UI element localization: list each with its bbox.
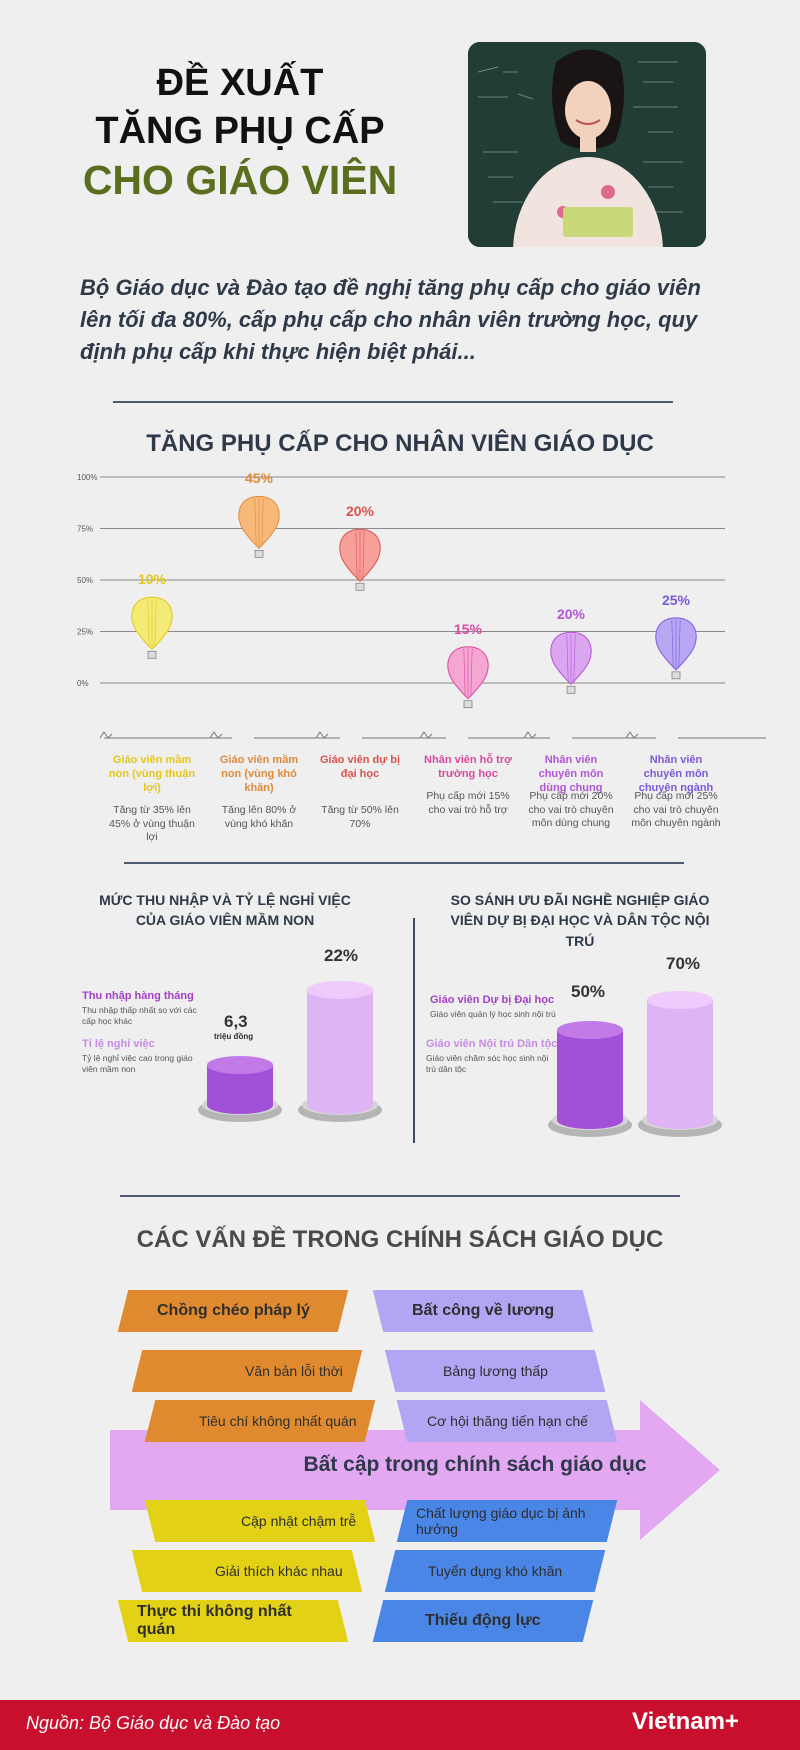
ethnic-cylinder	[647, 1000, 713, 1120]
balloon-percent: 20%	[345, 503, 375, 520]
balloon-percent: 25%	[661, 591, 691, 608]
balloon	[655, 617, 697, 680]
issue-bar: Giải thích khác nhau	[131, 1550, 363, 1592]
left-cylinder-chart	[198, 981, 382, 1122]
source-text: Nguồn: Bộ Giáo dục và Đào tạo	[26, 1713, 281, 1733]
category-label: Giáo viên mầm non (vùng thuận lợi)	[108, 754, 196, 794]
issue-bar: Chồng chéo pháp lý	[117, 1290, 349, 1332]
grass-decoration	[99, 731, 639, 739]
title-line-1: ĐỀ XUẤT	[156, 62, 324, 104]
footer-bar	[0, 1700, 800, 1750]
issue-label: Cơ hội thăng tiến hạn chế	[426, 1413, 588, 1429]
quit-cylinder	[307, 990, 373, 1105]
vertical-divider	[413, 918, 415, 1143]
prep-cylinder	[557, 1030, 623, 1120]
issue-bar: Bảng lương thấp	[384, 1350, 606, 1392]
issue-bar: Cập nhật chậm trễ	[144, 1500, 376, 1542]
legend-prep-desc: Giáo viên quản lý học sinh nội trú	[430, 1009, 556, 1019]
category-desc: Phụ cấp mới 15% cho vai trò hỗ trợ	[426, 790, 510, 816]
issue-label: Giải thích khác nhau	[215, 1563, 343, 1579]
legend-income-title: Thu nhập hàng tháng	[82, 990, 194, 1002]
category-desc: Phụ cấp mới 20% cho vai trò chuyên môn d…	[528, 790, 614, 830]
balloon	[339, 528, 381, 591]
prep-value: 50%	[571, 982, 606, 1001]
category-desc: Tăng lên 80% ở vùng khó khăn	[221, 804, 297, 830]
balloon	[447, 646, 489, 709]
issue-bar: Văn bản lỗi thời	[131, 1350, 363, 1392]
income-value: 6,3	[224, 1012, 248, 1031]
main-title: ĐỀ XUẤT TĂNG PHỤ CẤP CHO GIÁO VIÊN	[40, 60, 440, 206]
balloon-percent: 15%	[453, 620, 483, 637]
divider	[124, 862, 684, 864]
issue-label: Chồng chéo pháp lý	[156, 1302, 310, 1319]
balloon	[238, 495, 280, 558]
issue-label: Bất công về lương	[411, 1302, 555, 1319]
title-line-3: CHO GIÁO VIÊN	[82, 157, 398, 203]
issue-bar: Bất công về lương	[372, 1290, 594, 1332]
section3-title: CÁC VẤN ĐỀ TRONG CHÍNH SÁCH GIÁO DỤC	[136, 1226, 664, 1253]
legend-quit-title: Tỉ lệ nghỉ việc	[82, 1038, 155, 1050]
category-label: Nhân viên hỗ trợ trường học	[424, 754, 512, 780]
legend-ethnic-desc: Giáo viên chăm sóc học sinh nội trú dân …	[426, 1053, 549, 1074]
lead-paragraph: Bộ Giáo dục và Đào tạo đề nghị tăng phụ …	[80, 275, 701, 364]
issue-bar: Tiêu chí không nhất quán	[144, 1400, 376, 1442]
category-label: Giáo viên dự bị đại học	[319, 754, 401, 780]
issue-label: Bảng lương thấp	[442, 1363, 548, 1379]
issue-bar: Chất lượng giáo dục bị ảnh hưởng	[396, 1500, 618, 1542]
divider	[113, 401, 673, 403]
category-desc: Phụ cấp mới 25% cho vai trò chuyên môn c…	[631, 790, 721, 830]
issue-label: Tiêu chí không nhất quán	[198, 1413, 357, 1429]
axis-tick-label: 50%	[77, 576, 93, 585]
legend-income-desc: Thu nhập thấp nhất so với các cấp học kh…	[82, 1005, 197, 1026]
vietnamplus-logo: Vietnam+	[632, 1708, 739, 1735]
balloon-chart: 100% 75% 50% 25% 0%	[77, 473, 766, 739]
category-label: Giáo viên mầm non (vùng khó khăn)	[219, 754, 299, 794]
divider	[120, 1195, 680, 1197]
issue-bar: Thực thi không nhất quán	[117, 1600, 349, 1642]
balloon	[131, 596, 173, 659]
teacher-photo	[468, 42, 706, 247]
issue-label: Chất lượng giáo dục bị ảnh hưởng	[416, 1505, 586, 1537]
arrow-label: Bất cập trong chính sách giáo dục	[303, 1453, 647, 1476]
legend-quit-desc: Tỷ lệ nghỉ việc cao trong giáo viên mầm …	[82, 1053, 193, 1074]
section2-left-title: MỨC THU NHẬP VÀ TỶ LỆ NGHỈ VIỆC CỦA GIÁO…	[99, 892, 351, 929]
section1-title: TĂNG PHỤ CẤP CHO NHÂN VIÊN GIÁO DỤC	[146, 430, 654, 457]
axis-tick-label: 25%	[77, 628, 93, 637]
section2-right-title: SO SÁNH ƯU ĐÃI NGHỀ NGHIỆP GIÁO VIÊN DỰ …	[450, 892, 710, 949]
legend-prep-title: Giáo viên Dự bị Đại học	[430, 994, 555, 1006]
issue-bar: Cơ hội thăng tiến hạn chế	[396, 1400, 618, 1442]
right-cylinder-chart	[548, 991, 722, 1137]
category-desc: Tăng từ 35% lên 45% ở vùng thuận lợi	[109, 804, 195, 844]
issue-label: Cập nhật chậm trễ	[240, 1513, 356, 1529]
balloon-percent: 20%	[556, 606, 586, 623]
axis-tick-label: 100%	[77, 473, 97, 482]
category-label: Nhân viên chuyên môn dùng chung	[538, 754, 604, 794]
category-desc: Tăng từ 50% lên 70%	[321, 804, 399, 830]
issue-label: Thiếu động lực	[425, 1612, 541, 1629]
issue-bar: Tuyển dụng khó khăn	[384, 1550, 606, 1592]
title-line-2: TĂNG PHỤ CẤP	[95, 109, 385, 152]
issue-label: Văn bản lỗi thời	[245, 1363, 343, 1379]
balloon-percent: 45%	[244, 470, 274, 487]
issue-bar: Thiếu động lực	[372, 1600, 594, 1642]
axis-tick-label: 0%	[77, 679, 89, 688]
axis-tick-label: 75%	[77, 525, 93, 534]
balloon-percent: 10%	[137, 571, 167, 588]
issue-label: Thực thi không nhất quán	[137, 1603, 292, 1638]
issue-label: Tuyển dụng khó khăn	[427, 1563, 563, 1579]
category-label: Nhân viên chuyên môn chuyên ngành	[638, 754, 714, 794]
quit-rate-value: 22%	[324, 946, 359, 965]
ethnic-value: 70%	[666, 954, 701, 973]
balloon	[550, 631, 592, 694]
legend-ethnic-title: Giáo viên Nội trú Dân tộc	[426, 1038, 558, 1050]
income-unit: triệu đồng	[214, 1032, 254, 1041]
